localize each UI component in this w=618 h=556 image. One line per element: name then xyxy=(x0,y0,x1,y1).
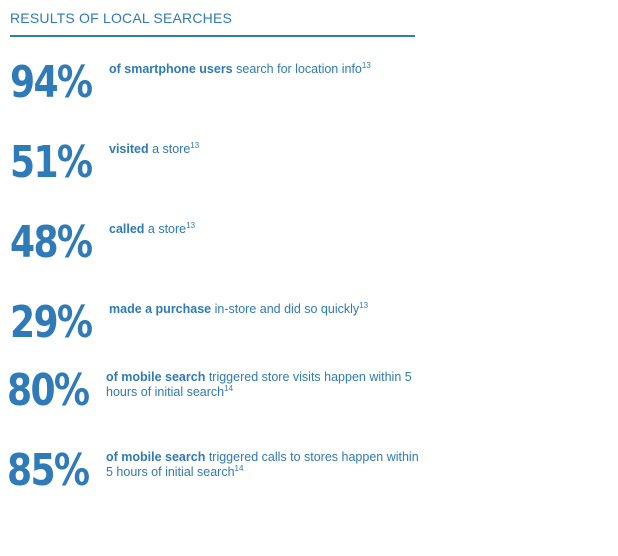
stat-row: 48% called a store13 xyxy=(0,218,618,278)
stat-description: called a store13 xyxy=(109,220,429,237)
stat-emphasis: of mobile search xyxy=(106,370,206,384)
stat-emphasis: of mobile search xyxy=(106,450,206,464)
stat-emphasis: made a purchase xyxy=(109,302,212,316)
stat-value: 48% xyxy=(10,217,93,268)
stat-row: 29% made a purchase in-store and did so … xyxy=(0,298,618,358)
stat-footnote-ref: 13 xyxy=(361,60,371,70)
stat-description: visited a store13 xyxy=(109,140,429,157)
stat-emphasis: visited xyxy=(109,142,149,156)
stat-row: 94% of smartphone users search for locat… xyxy=(0,58,618,118)
stat-row: 85% of mobile search triggered calls to … xyxy=(0,446,618,506)
stat-footnote-ref: 13 xyxy=(359,300,369,310)
stat-footnote-ref: 14 xyxy=(234,463,244,473)
stat-text: search for location info xyxy=(232,62,362,76)
stat-description: made a purchase in-store and did so quic… xyxy=(109,300,429,317)
stat-value: 85% xyxy=(7,445,90,496)
stat-text: a store xyxy=(144,222,187,236)
stat-footnote-ref: 14 xyxy=(224,383,234,393)
stat-emphasis: called xyxy=(109,222,145,236)
stat-row: 51% visited a store13 xyxy=(0,138,618,198)
stat-footnote-ref: 13 xyxy=(186,220,196,230)
stat-emphasis: of smartphone users xyxy=(109,62,233,76)
title-divider xyxy=(10,35,415,37)
stat-value: 29% xyxy=(10,297,93,348)
stat-row: 80% of mobile search triggered store vis… xyxy=(0,366,618,426)
stat-footnote-ref: 13 xyxy=(190,140,200,150)
stat-description: of mobile search triggered calls to stor… xyxy=(106,450,426,480)
stat-text: a store xyxy=(148,142,191,156)
stat-value: 51% xyxy=(10,137,93,188)
stat-text: in-store and did so quickly xyxy=(211,302,360,316)
stat-text: triggered store visits happen within 5 h… xyxy=(106,370,412,399)
stat-description: of smartphone users search for location … xyxy=(109,60,429,77)
stat-text: triggered calls to stores happen within … xyxy=(106,450,419,479)
stat-description: of mobile search triggered store visits … xyxy=(106,370,426,400)
section-title: RESULTS OF LOCAL SEARCHES xyxy=(10,10,233,26)
stat-value: 80% xyxy=(7,365,90,416)
stat-value: 94% xyxy=(10,57,93,108)
